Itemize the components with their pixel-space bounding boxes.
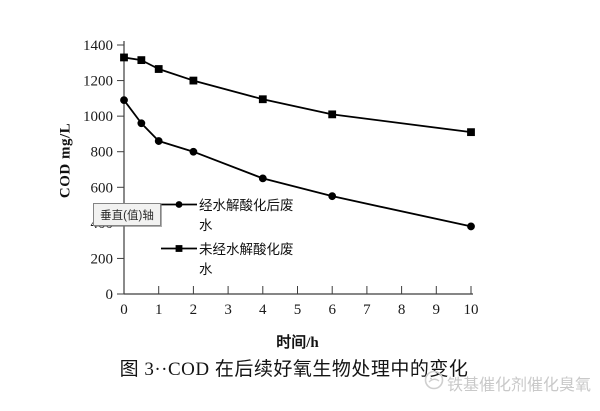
y-axis-tick-label: 1000: [83, 109, 113, 125]
x-axis-tick-label: 2: [190, 302, 198, 318]
cod-line-chart[interactable]: 0200400600800100012001400012345678910: [0, 0, 600, 352]
data-point-square[interactable]: [328, 110, 337, 119]
legend-item-unacidified[interactable]: 未经水解酸化废水: [161, 240, 299, 280]
figure-caption: 图 3··COD 在后续好氧生物处理中的变化: [119, 359, 469, 380]
legend-item-acidified[interactable]: 经水解酸化后废水: [161, 196, 299, 236]
data-point-square[interactable]: [189, 76, 198, 85]
x-axis-tick-label: 8: [398, 302, 406, 318]
value-axis-tooltip: 垂直(值)轴: [93, 203, 161, 226]
x-axis-tick-label: 6: [328, 302, 336, 318]
data-point-circle[interactable]: [120, 96, 128, 105]
data-point-circle[interactable]: [189, 147, 198, 156]
data-point-circle[interactable]: [258, 174, 267, 183]
x-axis-title: 时间/h: [276, 335, 319, 351]
data-point-square[interactable]: [120, 53, 128, 62]
legend-label-acidified: 经水解酸化后废水: [199, 198, 294, 233]
data-point-circle[interactable]: [467, 222, 475, 231]
watermark-text: 铁基催化剂催化臭氧: [447, 376, 592, 394]
data-point-square[interactable]: [154, 65, 163, 73]
x-axis-tick-label: 1: [155, 302, 163, 318]
x-axis-tick-label: 9: [433, 302, 441, 318]
watermark: 铁基催化剂催化臭氧: [424, 370, 591, 395]
y-axis-tick-label: 1400: [83, 38, 113, 54]
y-axis-tick-label: 200: [91, 251, 114, 267]
x-axis-tick-label: 7: [363, 302, 371, 318]
watermark-logo-icon: [424, 370, 444, 395]
data-point-circle[interactable]: [137, 119, 146, 128]
series-line-1[interactable]: [123, 56, 472, 134]
data-point-square[interactable]: [137, 56, 146, 65]
x-axis-tick-label: 10: [464, 302, 479, 318]
x-axis-tick-label: 3: [224, 302, 232, 318]
y-axis-tick-label: 600: [91, 180, 114, 196]
x-axis-tick-label: 5: [294, 302, 302, 318]
circle-series-marker-icon: [161, 200, 197, 209]
legend-label-unacidified: 未经水解酸化废水: [199, 242, 294, 277]
square-series-marker-icon: [161, 244, 197, 253]
y-axis-tick-label: 1200: [83, 74, 113, 90]
y-axis-tick-label: 0: [106, 287, 114, 303]
data-point-square[interactable]: [467, 128, 475, 137]
data-point-circle[interactable]: [154, 137, 163, 145]
y-axis-title: COD mg/L: [57, 122, 74, 199]
x-axis-tick-label: 4: [259, 302, 267, 318]
x-axis-tick-label: 0: [120, 302, 128, 318]
y-axis-tick-label: 800: [91, 145, 114, 161]
chart-legend: 经水解酸化后废水 未经水解酸化废水: [161, 196, 299, 284]
data-point-square[interactable]: [258, 95, 267, 104]
data-point-circle[interactable]: [328, 192, 337, 201]
